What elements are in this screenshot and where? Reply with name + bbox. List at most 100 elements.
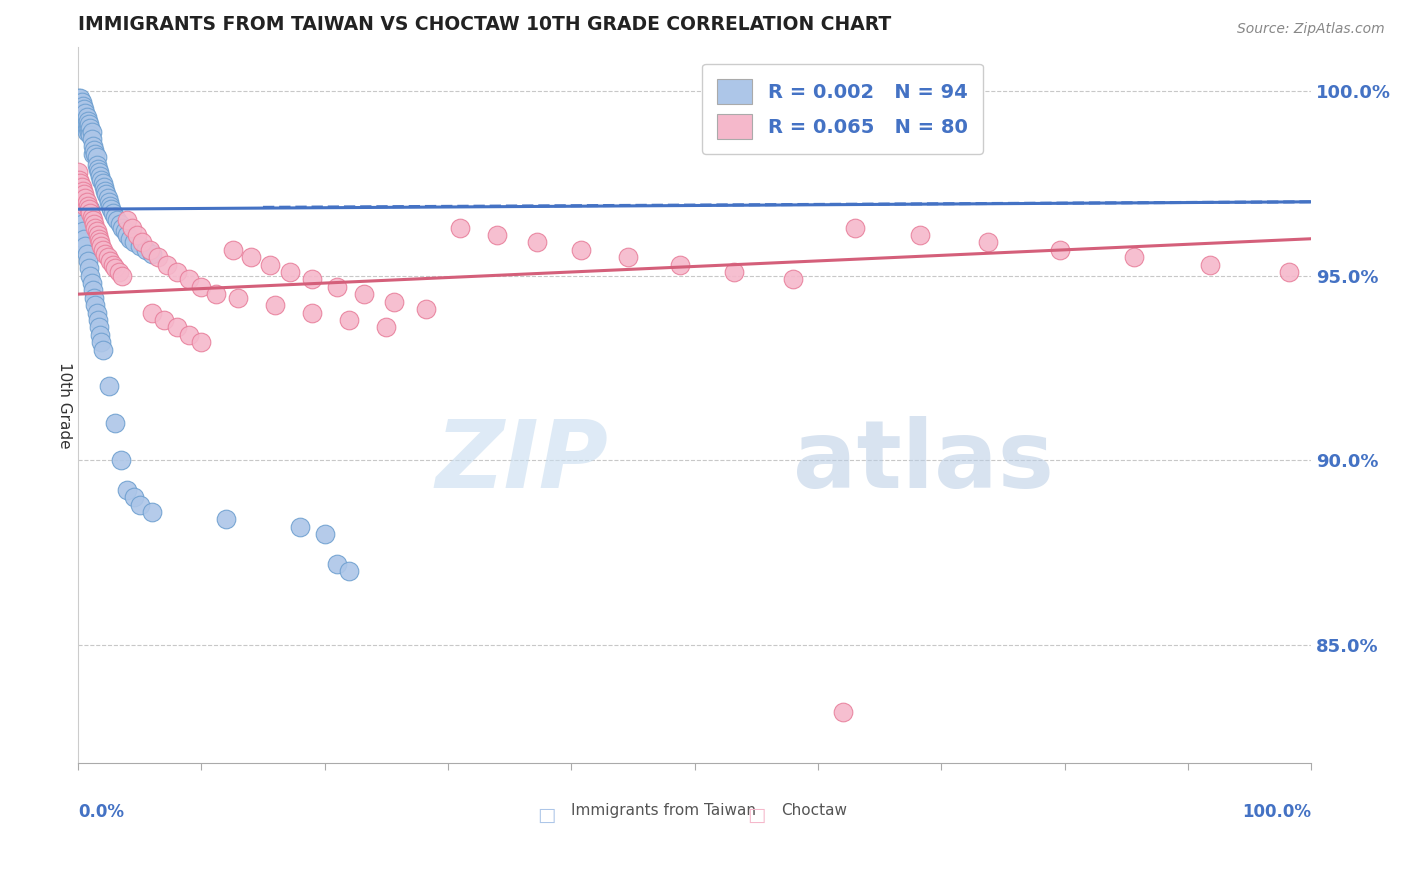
Point: [73, 187, 96, 202]
Point: [141, 505, 163, 519]
Point: [101, 258, 124, 272]
Point: [128, 498, 150, 512]
Point: [75, 239, 97, 253]
Point: [844, 220, 866, 235]
Point: [86, 158, 108, 172]
Point: [70, 95, 93, 109]
Point: [264, 298, 287, 312]
Point: [69, 91, 91, 105]
Point: [86, 224, 108, 238]
Point: [89, 327, 111, 342]
Text: 0.0%: 0.0%: [77, 803, 124, 821]
Point: [80, 125, 103, 139]
Point: [1049, 243, 1071, 257]
Point: [166, 265, 188, 279]
Point: [83, 217, 105, 231]
Text: ZIP: ZIP: [436, 417, 609, 508]
Point: [87, 313, 110, 327]
Point: [75, 198, 97, 212]
Point: [82, 284, 104, 298]
Point: [67, 172, 90, 186]
Point: [215, 512, 238, 526]
Point: [79, 128, 101, 143]
Point: [190, 279, 212, 293]
Point: [90, 172, 112, 186]
Point: [104, 210, 127, 224]
Point: [122, 235, 145, 250]
Point: [104, 261, 127, 276]
Point: [101, 206, 124, 220]
Point: [91, 343, 114, 357]
Point: [87, 228, 110, 243]
Point: [91, 177, 114, 191]
Point: [110, 453, 132, 467]
Point: [77, 113, 100, 128]
Point: [83, 143, 105, 157]
Text: Choctaw: Choctaw: [780, 803, 846, 818]
Point: [90, 239, 112, 253]
Point: [69, 210, 91, 224]
Point: [228, 291, 250, 305]
Point: [259, 258, 281, 272]
Point: [141, 305, 163, 319]
Point: [166, 320, 188, 334]
Point: [668, 258, 690, 272]
Point: [66, 194, 89, 209]
Point: [977, 235, 1000, 250]
Point: [75, 191, 97, 205]
Point: [108, 217, 131, 231]
Y-axis label: 10th Grade: 10th Grade: [58, 361, 72, 449]
Point: [97, 194, 120, 209]
Point: [114, 224, 136, 238]
Text: 100.0%: 100.0%: [1241, 803, 1312, 821]
Point: [67, 95, 90, 109]
Point: [111, 220, 134, 235]
Point: [69, 106, 91, 120]
Point: [70, 117, 93, 131]
Point: [87, 161, 110, 176]
Point: [111, 268, 134, 283]
Point: [90, 335, 112, 350]
Point: [337, 313, 360, 327]
Point: [301, 272, 323, 286]
Point: [76, 194, 98, 209]
Point: [72, 106, 94, 120]
Point: [77, 202, 100, 217]
Point: [72, 99, 94, 113]
Point: [79, 206, 101, 220]
Point: [67, 103, 90, 117]
Point: [831, 705, 853, 719]
Point: [77, 117, 100, 131]
Point: [156, 258, 179, 272]
Point: [94, 246, 117, 260]
Point: [122, 491, 145, 505]
Point: [80, 276, 103, 290]
Point: [118, 232, 141, 246]
Point: [146, 250, 169, 264]
Text: Immigrants from Taiwan: Immigrants from Taiwan: [571, 803, 756, 818]
Point: [486, 228, 509, 243]
Point: [205, 287, 228, 301]
Point: [135, 243, 157, 257]
Point: [138, 243, 160, 257]
Point: [67, 202, 90, 217]
Point: [86, 305, 108, 319]
Point: [79, 120, 101, 135]
Point: [128, 239, 150, 253]
Point: [76, 110, 98, 124]
Point: [84, 146, 107, 161]
Point: [79, 202, 101, 217]
Point: [97, 250, 120, 264]
Point: [73, 103, 96, 117]
Point: [70, 180, 93, 194]
Point: [375, 320, 398, 334]
Point: [569, 243, 592, 257]
Point: [76, 246, 98, 260]
Point: [67, 110, 90, 124]
Point: [82, 213, 104, 227]
Point: [82, 139, 104, 153]
Point: [449, 220, 471, 235]
Point: [77, 125, 100, 139]
Point: [526, 235, 548, 250]
Point: [89, 169, 111, 183]
